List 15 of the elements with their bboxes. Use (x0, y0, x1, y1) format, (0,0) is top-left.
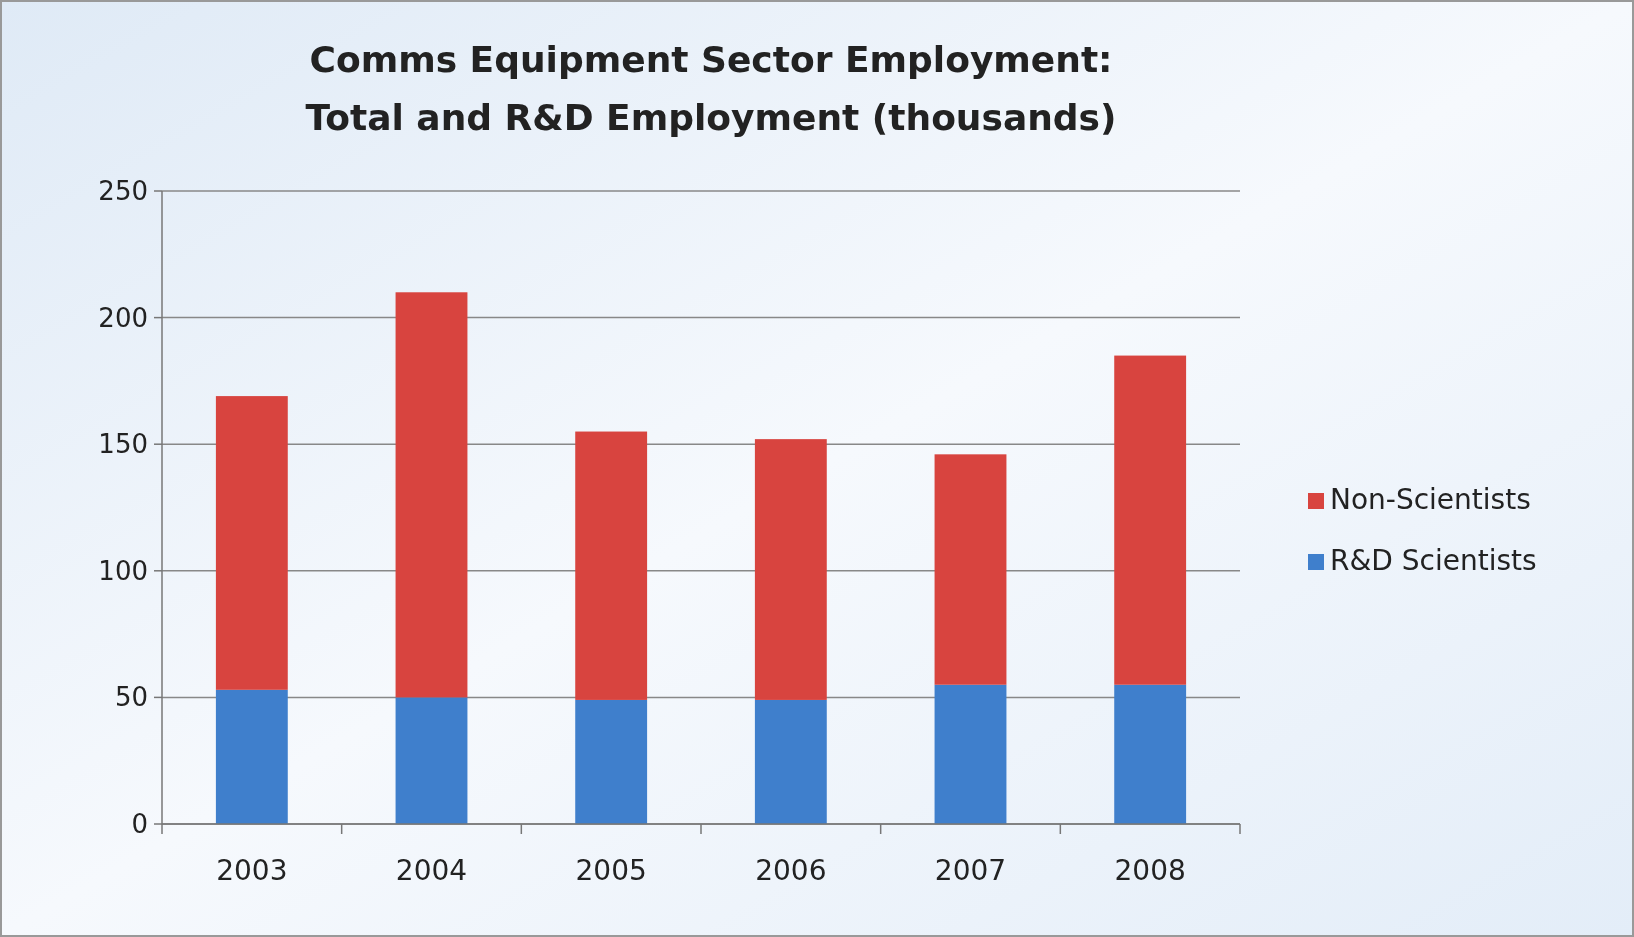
y-tick-label: 50 (114, 682, 148, 713)
chart-title: Comms Equipment Sector Employment: Total and R&D Employment (thousands) (305, 39, 1117, 138)
legend-label: Non-Scientists (1330, 483, 1531, 516)
y-tick-label: 250 (98, 176, 148, 206)
x-tick-label: 2004 (395, 854, 468, 887)
y-tick-label: 150 (98, 429, 148, 460)
x-tick-label: 2007 (934, 854, 1007, 887)
x-tick-label: 2008 (1114, 854, 1186, 887)
legend-label: R&D Scientists (1330, 544, 1537, 577)
x-tick-label: 2006 (755, 854, 827, 887)
y-tick-label: 100 (98, 555, 148, 586)
x-tick-label: 2003 (216, 854, 288, 887)
x-tick-label: 2005 (575, 854, 647, 887)
y-tick-label: 200 (98, 302, 148, 333)
y-tick-label: 0 (131, 809, 148, 839)
